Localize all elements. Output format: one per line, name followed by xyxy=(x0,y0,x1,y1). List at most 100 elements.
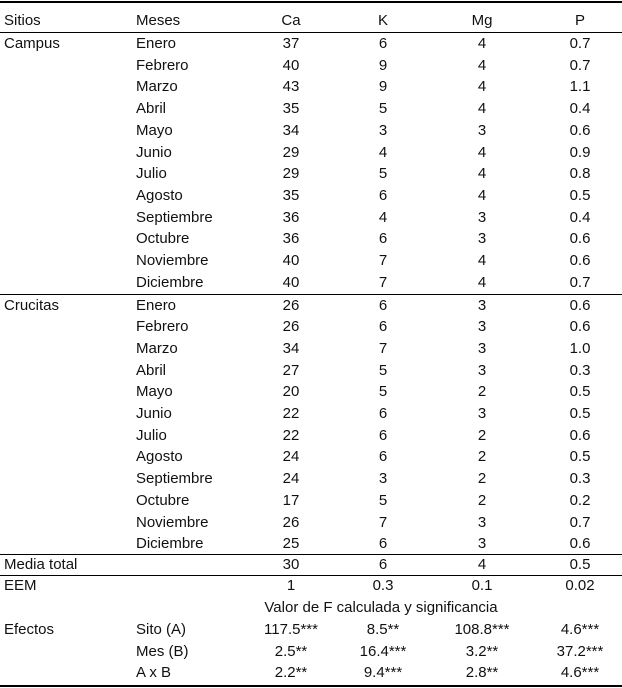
table-row: Noviembre 26 7 3 0.7 xyxy=(0,512,622,534)
p-cell: 0.6 xyxy=(569,535,591,553)
mg-cell: 4 xyxy=(477,35,487,52)
ca-f-value: 117.5*** xyxy=(264,621,318,638)
table-row: Mayo 20 5 2 0.5 xyxy=(0,381,622,403)
bottom-rule xyxy=(0,685,622,687)
mg-cell: 3 xyxy=(477,361,487,379)
ca-cell: 25 xyxy=(282,535,300,553)
month-cell: Octubre xyxy=(136,491,190,509)
header-sitios: Sitios xyxy=(4,12,41,29)
table-row: Mayo 34 3 3 0.6 xyxy=(0,120,622,142)
k-f-value: 9.4*** xyxy=(363,664,403,682)
table-row: Septiembre 24 3 2 0.3 xyxy=(0,468,622,490)
table-row: Agosto 35 6 4 0.5 xyxy=(0,185,622,207)
p-cell: 0.7 xyxy=(569,56,591,74)
month-cell: Agosto xyxy=(136,186,183,204)
month-cell: Septiembre xyxy=(136,208,213,226)
k-cell: 7 xyxy=(378,273,388,291)
month-cell: Diciembre xyxy=(136,535,204,553)
table-row: Abril 27 5 3 0.3 xyxy=(0,360,622,382)
table-row: Marzo 43 9 4 1.1 xyxy=(0,76,622,98)
k-cell: 7 xyxy=(378,513,388,531)
media-k: 6 xyxy=(378,556,388,573)
p-f-value: 4.6*** xyxy=(560,664,600,682)
p-cell: 0.7 xyxy=(569,513,591,531)
mg-cell: 2 xyxy=(477,448,487,466)
effects-label: Efectos xyxy=(4,621,55,638)
ca-cell: 29 xyxy=(282,165,300,183)
header-mg: Mg xyxy=(471,12,493,29)
ca-cell: 26 xyxy=(282,513,300,531)
p-cell: 0.5 xyxy=(569,383,591,401)
table-row: Crucitas Enero 26 6 3 0.6 xyxy=(0,295,622,317)
k-cell: 6 xyxy=(378,35,388,52)
p-f-value: 4.6*** xyxy=(560,621,600,638)
table-row: Marzo 34 7 3 1.0 xyxy=(0,338,622,360)
eem-p: 0.02 xyxy=(565,577,595,594)
month-cell: Julio xyxy=(136,165,167,183)
k-cell: 6 xyxy=(378,186,388,204)
group-rule xyxy=(0,554,622,555)
eem-label: EEM xyxy=(4,577,37,594)
mg-cell: 3 xyxy=(477,296,487,314)
k-cell: 4 xyxy=(378,208,388,226)
k-cell: 6 xyxy=(378,448,388,466)
table-row: Febrero 26 6 3 0.6 xyxy=(0,316,622,338)
k-cell: 6 xyxy=(378,296,388,314)
k-cell: 6 xyxy=(378,426,388,444)
ca-cell: 37 xyxy=(282,35,300,52)
month-cell: Noviembre xyxy=(136,252,209,269)
mg-cell: 2 xyxy=(477,491,487,509)
header-ca: Ca xyxy=(281,12,301,29)
month-cell: Agosto xyxy=(136,448,183,466)
ca-cell: 22 xyxy=(282,405,300,422)
media-total-row: Media total 30 6 4 0.5 xyxy=(0,554,622,576)
ca-cell: 17 xyxy=(282,491,300,509)
k-f-value: 8.5** xyxy=(366,621,400,638)
eem-k: 0.3 xyxy=(372,577,394,594)
ca-cell: 35 xyxy=(282,100,300,118)
effect-row: Mes (B) 2.5** 16.4*** 3.2** 37.2*** xyxy=(0,641,622,663)
ca-cell: 35 xyxy=(282,186,300,204)
k-cell: 7 xyxy=(378,339,388,357)
media-mg: 4 xyxy=(477,556,487,573)
p-cell: 0.6 xyxy=(569,252,591,269)
p-cell: 1.1 xyxy=(569,78,591,96)
ca-cell: 40 xyxy=(282,56,300,74)
p-cell: 0.4 xyxy=(569,208,591,226)
p-cell: 0.6 xyxy=(569,296,591,314)
ca-cell: 40 xyxy=(282,252,300,269)
mg-cell: 3 xyxy=(477,208,487,226)
table-row: Junio 29 4 4 0.9 xyxy=(0,142,622,164)
effect-name: Mes (B) xyxy=(136,642,189,660)
month-cell: Noviembre xyxy=(136,513,209,531)
table-row: Febrero 40 9 4 0.7 xyxy=(0,55,622,77)
header-p: P xyxy=(574,12,586,29)
f-caption: Valor de F calculada y significancia xyxy=(264,599,498,616)
mg-cell: 3 xyxy=(477,535,487,553)
k-cell: 4 xyxy=(378,143,388,161)
table-row: Noviembre 40 7 4 0.6 xyxy=(0,250,622,272)
k-cell: 5 xyxy=(378,100,388,118)
table-row: Junio 22 6 3 0.5 xyxy=(0,403,622,425)
effect-row: A x B 2.2** 9.4*** 2.8** 4.6*** xyxy=(0,662,622,684)
ca-cell: 34 xyxy=(282,339,300,357)
mg-cell: 4 xyxy=(477,165,487,183)
top-rule xyxy=(0,1,622,3)
site-label: Campus xyxy=(4,35,60,52)
p-cell: 0.8 xyxy=(569,165,591,183)
mg-cell: 2 xyxy=(477,426,487,444)
eem-ca: 1 xyxy=(286,577,296,594)
header-k: K xyxy=(377,12,389,29)
mg-cell: 4 xyxy=(477,186,487,204)
mg-cell: 3 xyxy=(477,318,487,336)
p-cell: 0.9 xyxy=(569,143,591,161)
p-cell: 0.6 xyxy=(569,230,591,248)
media-p: 0.5 xyxy=(569,556,591,573)
k-cell: 6 xyxy=(378,405,388,422)
table-row: Agosto 24 6 2 0.5 xyxy=(0,446,622,468)
mg-f-value: 108.8*** xyxy=(454,621,510,638)
p-cell: 0.2 xyxy=(569,491,591,509)
group-rule xyxy=(0,294,622,295)
k-cell: 3 xyxy=(378,470,388,488)
effect-name: Sito (A) xyxy=(136,621,187,638)
